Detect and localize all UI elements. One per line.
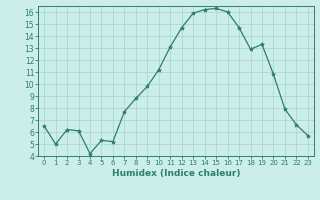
X-axis label: Humidex (Indice chaleur): Humidex (Indice chaleur) — [112, 169, 240, 178]
